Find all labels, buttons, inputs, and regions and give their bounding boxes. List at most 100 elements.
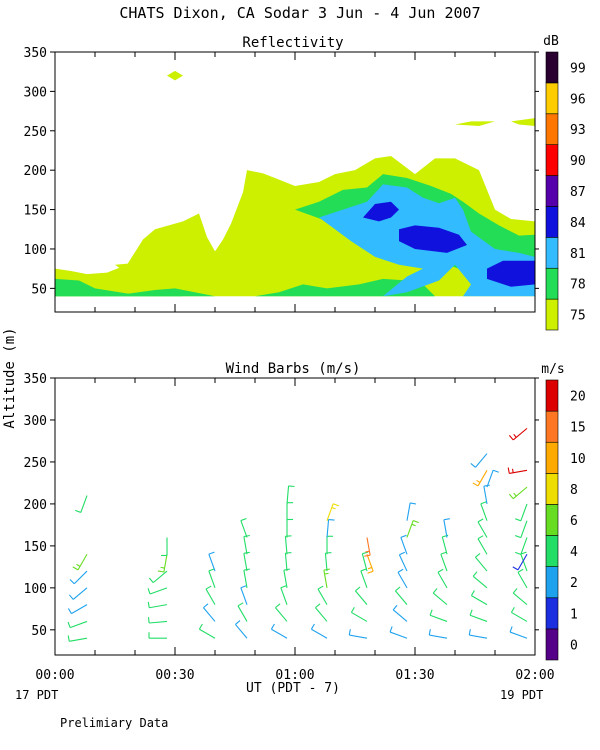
wind-barb [148, 570, 168, 584]
wind-colorbar-label: m/s [541, 362, 564, 377]
x-end-date-label: 19 PDT [500, 688, 543, 702]
wind-barb [515, 537, 528, 555]
wind-barb [205, 585, 216, 605]
wind-barb [323, 568, 330, 588]
wind-barb [286, 518, 293, 538]
y-tick-label: 250 [24, 456, 47, 471]
wind-barb [508, 486, 528, 500]
wind-barb [406, 502, 417, 521]
wind-barb [361, 551, 369, 572]
wind-barb [284, 535, 292, 555]
wind-barb [147, 587, 168, 595]
wind-barb [326, 503, 339, 521]
wind-barb [157, 554, 168, 573]
wind-barb [428, 629, 448, 639]
wind-barb [400, 534, 408, 555]
wind-barb [510, 606, 528, 622]
wind-barb [326, 535, 333, 555]
wind-barbs-plot-area [67, 427, 528, 642]
y-tick-label: 100 [24, 582, 47, 597]
wind-barb [509, 626, 528, 639]
wind-colorbar: 0 1 2 4 6 8 10 15 20 [545, 379, 586, 661]
wind-barb [72, 553, 88, 571]
colorbar-swatch [545, 175, 559, 207]
x-tick-label: 00:00 [35, 668, 74, 683]
wind-barb [324, 552, 332, 572]
wind-barb [208, 551, 216, 572]
reflectivity-axes: 50 100 150 200 250 300 350 [24, 46, 539, 313]
wind-barb [284, 552, 292, 572]
colorbar-swatch [545, 535, 559, 567]
wind-barb [286, 485, 295, 504]
y-tick-label: 150 [24, 540, 47, 555]
x-tick-label: 01:30 [395, 668, 434, 683]
wind-barb [389, 626, 408, 639]
wind-barb [512, 553, 528, 571]
reflectivity-plot-area [55, 70, 535, 297]
wind-barb [243, 568, 250, 588]
wind-barb [198, 623, 216, 639]
y-tick-label: 50 [31, 624, 47, 639]
colorbar-swatch [545, 379, 559, 412]
plot-frame [54, 377, 536, 656]
wind-barb [243, 534, 250, 555]
wind-barb [517, 568, 528, 589]
reflectivity-contour-region [167, 70, 183, 81]
wind-barb [317, 585, 328, 605]
wind-barb [397, 568, 408, 589]
reflectivity-contour-region [511, 118, 535, 127]
x-tick-label: 00:30 [155, 668, 194, 683]
colorbar-swatch [545, 504, 559, 536]
y-axis-label: Altitude (m) [2, 327, 18, 428]
wind-barb [443, 518, 450, 538]
wind-barb [350, 606, 368, 622]
wind-barbs-title: Wind Barbs (m/s) [226, 361, 361, 377]
y-tick-label: 200 [24, 498, 47, 513]
wind-barb [69, 570, 88, 585]
colorbar-swatch [545, 82, 559, 115]
colorbar-swatch [545, 51, 559, 84]
colorbar-swatch [545, 113, 559, 145]
y-tick-label: 100 [24, 243, 47, 258]
reflectivity-colorbar-label: dB [543, 34, 559, 49]
wind-barb [235, 620, 248, 639]
colorbar-tick-label: 20 [570, 390, 586, 405]
wind-barb [486, 469, 499, 488]
wind-barb [355, 586, 368, 605]
y-tick-label: 300 [24, 414, 47, 429]
wind-barb [392, 604, 408, 622]
wind-barb [470, 453, 488, 468]
reflectivity-contour-region [455, 121, 495, 127]
colorbar-tick-label: 78 [570, 278, 586, 293]
reflectivity-title: Reflectivity [242, 35, 343, 51]
wind-barb [475, 552, 488, 572]
wind-barb [512, 588, 528, 606]
colorbar-tick-label: 4 [570, 545, 578, 560]
colorbar-swatch [545, 441, 559, 474]
y-tick-label: 250 [24, 125, 47, 140]
x-axis-label: UT (PDT - 7) [246, 681, 340, 696]
wind-barb [283, 568, 290, 588]
x-tick-label: 01:00 [275, 668, 314, 683]
colorbar-tick-label: 0 [570, 638, 578, 653]
wind-barb [203, 603, 216, 622]
wind-barb [515, 503, 528, 522]
colorbar-tick-label: 75 [570, 309, 586, 324]
wind-barb [470, 590, 488, 606]
colorbar-tick-label: 1 [570, 607, 578, 622]
colorbar-tick-label: 8 [570, 483, 578, 498]
wind-barb [67, 604, 88, 615]
wind-barb [68, 587, 88, 600]
wind-barb [147, 601, 168, 609]
wind-barbs-panel: Wind Barbs (m/s) m/s 5010015020025030035… [24, 361, 586, 683]
colorbar-swatch [545, 628, 559, 661]
wind-barb [208, 568, 216, 589]
colorbar-tick-label: 99 [570, 61, 586, 76]
colorbar-swatch [545, 473, 559, 505]
reflectivity-contour-region [399, 225, 467, 253]
wind-barb [441, 534, 449, 555]
wind-barb [472, 571, 488, 589]
colorbar-tick-label: 90 [570, 154, 586, 169]
wind-barb [515, 520, 528, 539]
